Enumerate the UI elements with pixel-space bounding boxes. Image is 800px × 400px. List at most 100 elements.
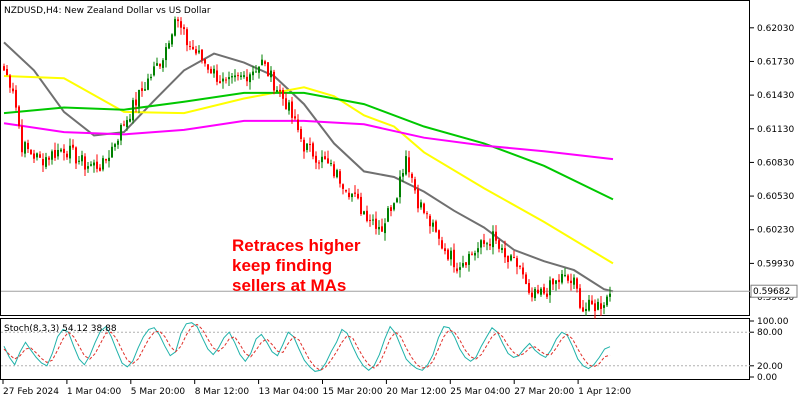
candle-body xyxy=(279,89,281,92)
candle-body xyxy=(501,248,503,250)
candle-body xyxy=(435,221,437,232)
price-axis: 0.62030 0.61730 0.61430 0.61130 0.60830 0.605… xyxy=(750,24,794,303)
candle-body xyxy=(558,279,560,283)
candle-body xyxy=(69,145,71,159)
candle-body xyxy=(339,171,341,184)
time-tick-label: 25 Mar 04:00 xyxy=(450,387,510,397)
candle-body xyxy=(486,243,488,245)
candle-body xyxy=(420,202,422,208)
candle-body xyxy=(387,208,389,222)
current-price-tag: 0.59682 xyxy=(750,284,798,298)
candle-body xyxy=(30,149,32,155)
candle-body xyxy=(210,68,212,74)
candle-body xyxy=(321,156,323,163)
candle-body xyxy=(432,222,434,227)
time-tick-label: 15 Mar 20:00 xyxy=(323,387,383,397)
candle-body xyxy=(90,164,92,166)
candle-body xyxy=(87,166,89,169)
candle-body xyxy=(429,215,431,227)
candle-body xyxy=(51,151,53,160)
candle-body xyxy=(102,158,104,170)
candle-body xyxy=(228,77,230,80)
candle-body xyxy=(273,71,275,91)
candle-body xyxy=(126,120,128,128)
time-tick-label: 5 Mar 20:00 xyxy=(131,387,186,397)
candle-body xyxy=(252,71,254,76)
candle-body xyxy=(477,248,479,253)
price-tick-label: 0.61130 xyxy=(757,125,794,135)
moving-averages xyxy=(3,41,614,293)
candle-body xyxy=(177,19,179,22)
candle-body xyxy=(318,162,320,164)
candle-body xyxy=(516,258,518,267)
candle-body xyxy=(564,274,566,276)
candle-body xyxy=(240,75,242,77)
candle-body xyxy=(150,76,152,79)
price-tick-label: 0.62030 xyxy=(757,24,794,34)
candle-body xyxy=(249,74,251,83)
candle-body xyxy=(66,153,68,158)
annotation-line-1: Retraces higher xyxy=(232,236,361,255)
candle-body xyxy=(381,226,383,232)
candle-body xyxy=(369,219,371,221)
candle-body xyxy=(594,303,596,312)
candle-body xyxy=(21,126,23,153)
candle-body xyxy=(93,162,95,166)
price-tick-label: 0.59930 xyxy=(757,259,794,269)
candle-body xyxy=(378,227,380,230)
symbol-label: NZDUSD,H4: New Zealand Dollar vs US Doll… xyxy=(4,6,211,16)
candle-body xyxy=(168,43,170,49)
candle-body xyxy=(483,240,485,244)
price-tick-label: 0.60830 xyxy=(757,158,794,168)
candles xyxy=(3,16,611,319)
moving-average-line xyxy=(3,119,614,161)
candle-body xyxy=(504,248,506,258)
candle-body xyxy=(546,293,548,297)
candle-body xyxy=(405,156,407,175)
candle-body xyxy=(291,101,293,118)
candle-body xyxy=(72,144,74,148)
candle-body xyxy=(105,159,107,161)
candle-body xyxy=(396,198,398,203)
candle-body xyxy=(306,143,308,150)
candle-body xyxy=(588,299,590,311)
candle-body xyxy=(441,240,443,249)
candle-body xyxy=(390,207,392,211)
candle-body xyxy=(141,88,143,91)
candle-body xyxy=(303,139,305,152)
candle-body xyxy=(96,161,98,169)
main-panel-frame xyxy=(0,0,750,316)
candle-body xyxy=(255,71,257,73)
candle-body xyxy=(315,155,317,163)
candle-body xyxy=(402,173,404,177)
candle-body xyxy=(111,146,113,158)
candle-body xyxy=(9,75,11,88)
candle-body xyxy=(117,140,119,145)
candle-body xyxy=(45,157,47,167)
candle-body xyxy=(135,99,137,106)
candle-body xyxy=(147,78,149,90)
candle-body xyxy=(12,88,14,92)
candle-body xyxy=(468,253,470,265)
candle-body xyxy=(600,303,602,309)
candle-body xyxy=(444,248,446,252)
candle-body xyxy=(42,158,44,166)
candle-body xyxy=(330,163,332,165)
candle-body xyxy=(33,153,35,159)
candle-body xyxy=(264,61,266,64)
candle-body xyxy=(522,267,524,275)
candle-body xyxy=(201,49,203,60)
candle-body xyxy=(216,70,218,82)
candle-body xyxy=(498,240,500,249)
time-tick-label: 1 Mar 04:00 xyxy=(67,387,122,397)
candle-body xyxy=(156,63,158,66)
candle-body xyxy=(195,49,197,54)
candle-body xyxy=(495,231,497,241)
candle-body xyxy=(354,192,356,194)
candle-body xyxy=(399,176,401,198)
price-tick-label: 0.60230 xyxy=(757,226,794,236)
candle-body xyxy=(525,274,527,284)
candle-body xyxy=(270,70,272,78)
